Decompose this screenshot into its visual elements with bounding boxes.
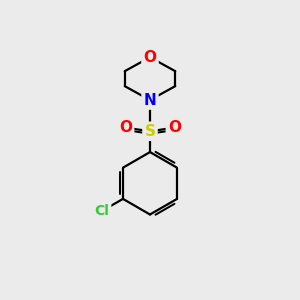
Text: N: N bbox=[144, 93, 156, 108]
Text: O: O bbox=[119, 120, 132, 135]
Text: O: O bbox=[143, 50, 157, 65]
Text: Cl: Cl bbox=[94, 204, 109, 218]
Text: O: O bbox=[168, 120, 181, 135]
Text: S: S bbox=[145, 124, 155, 139]
